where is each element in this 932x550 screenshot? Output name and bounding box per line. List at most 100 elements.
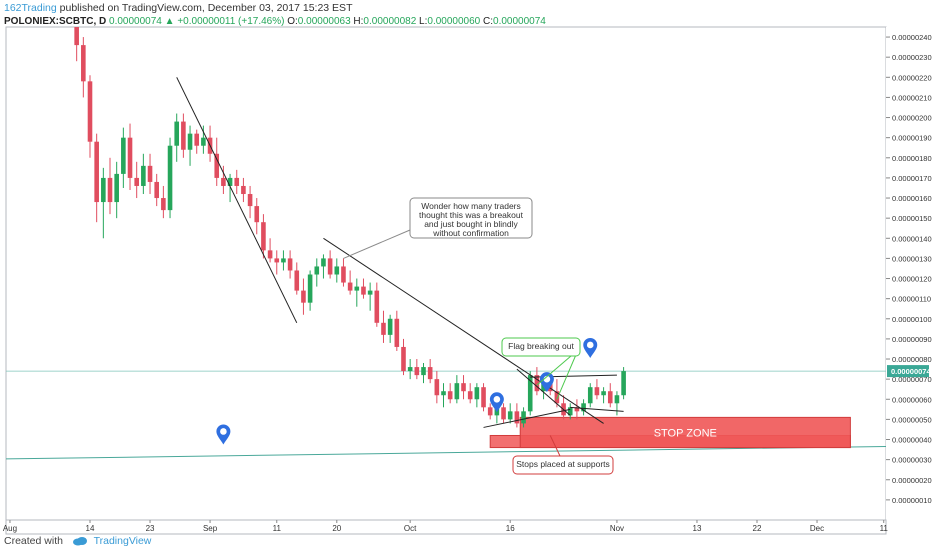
x-tick-label: Nov [610, 524, 624, 533]
x-tick-label: 16 [506, 524, 515, 533]
candle-up [601, 391, 606, 396]
candle-up [167, 145, 173, 211]
y-tick-label: 0.00000180 [892, 154, 932, 163]
y-tick-label: 0.00000240 [892, 33, 932, 42]
publish-text: published on TradingView.com, December 0… [59, 2, 353, 14]
candle-up [187, 133, 193, 150]
candle-up [321, 258, 326, 267]
candle-down [514, 411, 520, 424]
y-tick-label: 0.00000070 [892, 375, 932, 384]
candle-up [141, 165, 146, 186]
y-tick-label: 0.00000130 [892, 254, 932, 263]
footer: Created with TradingView [4, 535, 151, 547]
annotation-pointer [556, 349, 579, 400]
candle-down [161, 198, 166, 211]
candle-down [81, 45, 86, 82]
annotation-text: without confirmation [432, 228, 509, 238]
y-tick-label: 0.00000090 [892, 335, 932, 344]
candle-down [434, 379, 440, 396]
candle-down [534, 375, 540, 392]
y-tick-label: 0.00000010 [892, 496, 932, 505]
candle-up [421, 367, 426, 376]
y-tick-label: 0.00000050 [892, 415, 932, 424]
tradingview-brand[interactable]: TradingView [93, 535, 152, 547]
y-tick-label: 0.00000080 [892, 355, 932, 364]
candle-up [587, 387, 593, 404]
candle-up [521, 411, 526, 424]
trendline [516, 368, 571, 416]
candle-down [107, 177, 113, 203]
x-tick-label: 13 [693, 524, 702, 533]
candle-up [474, 387, 480, 400]
ohlc-legend: POLONIEX:SCBTC, D 0.00000074 ▲ +0.000000… [4, 16, 546, 27]
candle-up [581, 403, 586, 412]
candle-up [407, 367, 413, 372]
candle-down [274, 258, 280, 263]
candle-up [174, 121, 180, 146]
last-price: 0.00000074 [109, 16, 162, 27]
candle-down [361, 286, 366, 295]
candle-down [394, 318, 400, 347]
candle-up [614, 395, 620, 404]
candle-up [201, 137, 206, 146]
x-tick-label: 14 [86, 524, 95, 533]
annotation-text: Wonder how many traders [421, 201, 521, 211]
y-tick-label: 0.00000230 [892, 53, 932, 62]
candle-up [507, 411, 513, 420]
candle-down [127, 137, 133, 178]
close-label: C: [483, 16, 494, 27]
candle-down [594, 387, 600, 396]
open-label: O: [287, 16, 298, 27]
candle-down [374, 290, 380, 323]
annotation-text: Flag breaking out [508, 341, 574, 351]
candle-up [527, 375, 533, 412]
y-tick-label: 0.00000020 [892, 476, 932, 485]
candle-down [234, 177, 240, 186]
candle-down [487, 407, 493, 416]
price-change: +0.00000011 (+17.46%) [177, 16, 285, 27]
candle-up [387, 318, 393, 335]
author-link[interactable]: 162Trading [4, 2, 57, 14]
annotation-box [512, 455, 614, 475]
y-tick-label: 0.00000140 [892, 234, 932, 243]
candle-up [441, 391, 446, 396]
y-tick-label: 0.00000120 [892, 275, 932, 284]
candle-up [114, 173, 119, 203]
y-tick-label: 0.00000110 [892, 295, 931, 304]
candle-down [461, 383, 466, 392]
candle-down [261, 222, 266, 251]
x-tick-label: 20 [332, 524, 341, 533]
candle-down [341, 266, 346, 283]
close-value: 0.00000074 [493, 16, 546, 27]
candle-down [294, 270, 300, 291]
high-label: H: [353, 16, 364, 27]
y-tick-label: 0.00000200 [892, 114, 932, 123]
candle-up [334, 266, 340, 275]
candle-down [247, 194, 253, 207]
annotation-box [409, 197, 533, 239]
annotation-pointer [343, 229, 411, 259]
candle-down [574, 407, 580, 412]
candle-down [134, 177, 139, 186]
symbol-label[interactable]: POLONIEX:SCBTC, D [4, 16, 107, 27]
map-pin-dot [586, 341, 594, 349]
low-value: 0.00000060 [427, 16, 481, 27]
candle-down [427, 367, 433, 380]
y-tick-label: 0.00000040 [892, 436, 932, 445]
candle-down [181, 121, 186, 150]
open-value: 0.00000063 [297, 16, 351, 27]
candle-up [314, 266, 320, 275]
annotation-box [501, 337, 581, 357]
y-tick-label: 0.00000100 [892, 315, 932, 324]
tradingview-cloud-icon [72, 537, 87, 546]
x-tick-label: Dec [810, 524, 824, 533]
candle-up [307, 274, 313, 303]
candle-down [607, 391, 613, 404]
y-tick-label: 0.00000060 [892, 395, 932, 404]
up-arrow-icon: ▲ [164, 16, 175, 27]
x-tick-label: 23 [146, 524, 155, 533]
current-price-label: 0.00000074 [891, 367, 931, 376]
annotation-text: and just bought in blindly [424, 219, 518, 229]
candle-down [414, 367, 420, 376]
